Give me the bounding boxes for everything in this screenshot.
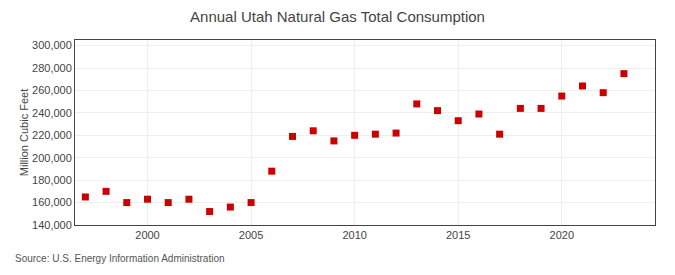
- svg-text:Million Cubic Feet: Million Cubic Feet: [18, 89, 30, 176]
- svg-text:220,000: 220,000: [32, 129, 72, 141]
- svg-text:140,000: 140,000: [32, 219, 72, 231]
- svg-text:200,000: 200,000: [32, 152, 72, 164]
- svg-text:260,000: 260,000: [32, 84, 72, 96]
- svg-text:180,000: 180,000: [32, 174, 72, 186]
- svg-text:280,000: 280,000: [32, 62, 72, 74]
- svg-text:2000: 2000: [135, 229, 159, 241]
- svg-text:2020: 2020: [550, 229, 574, 241]
- svg-text:2005: 2005: [239, 229, 263, 241]
- svg-text:Annual Utah Natural Gas Total: Annual Utah Natural Gas Total Consumptio…: [190, 8, 485, 25]
- svg-text:2010: 2010: [342, 229, 366, 241]
- svg-text:240,000: 240,000: [32, 107, 72, 119]
- svg-text:Source: U.S. Energy Informatio: Source: U.S. Energy Information Administ…: [15, 253, 225, 264]
- svg-text:2015: 2015: [446, 229, 470, 241]
- svg-text:300,000: 300,000: [32, 39, 72, 51]
- svg-text:160,000: 160,000: [32, 196, 72, 208]
